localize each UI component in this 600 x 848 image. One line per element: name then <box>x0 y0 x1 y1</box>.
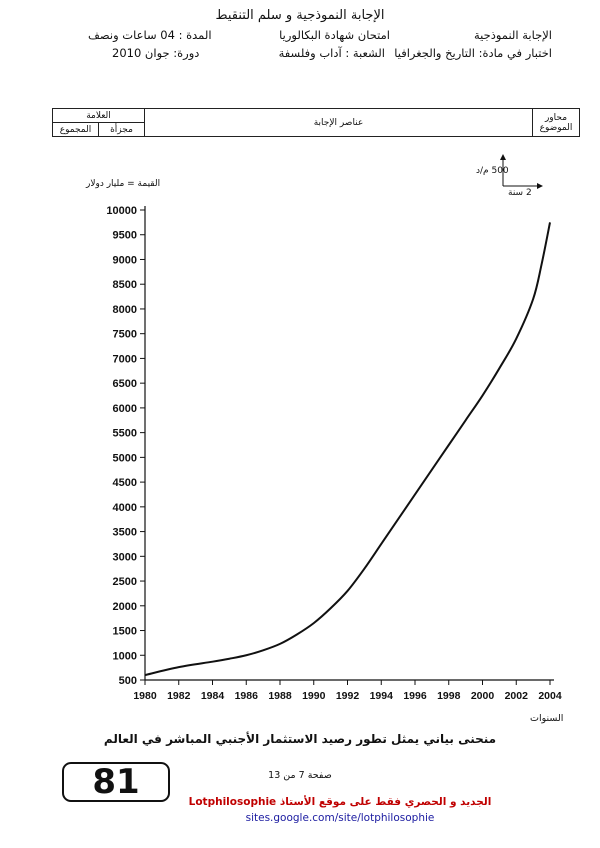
x-tick-label: 1982 <box>167 690 191 702</box>
y-tick-label: 8000 <box>113 304 137 316</box>
total-header: المجموع <box>52 122 99 137</box>
x-tick-label: 1996 <box>403 690 427 702</box>
answer-elements-header: عناصر الإجابة <box>144 108 533 137</box>
y-tick-label: 7500 <box>113 329 137 341</box>
header-answer-label: الإجابة النموذجية <box>473 28 552 42</box>
scale-key <box>500 154 543 189</box>
y-tick-label: 5000 <box>113 452 137 464</box>
mark-header: العلامة <box>52 108 145 123</box>
y-tick-label: 7000 <box>113 353 137 365</box>
header-duration-label: المدة : 04 ساعات ونصف <box>88 28 212 42</box>
x-tick-label: 1994 <box>370 690 394 702</box>
header-exam-label: امتحان شهادة البكالوريا <box>279 28 390 42</box>
x-tick-label: 1986 <box>235 690 259 702</box>
y-tick-label: 500 <box>119 675 137 687</box>
y-tick-label: 9000 <box>113 254 137 266</box>
x-tick-label: 1998 <box>437 690 461 702</box>
header-session-label: دورة: جوان 2010 <box>112 46 200 60</box>
y-tick-label: 2500 <box>113 576 137 588</box>
header-branch-label: الشعبة : آداب وفلسفة <box>278 46 385 60</box>
page-title: الإجابة النموذجية و سلم التنقيط <box>215 8 385 23</box>
y-tick-label: 2000 <box>113 601 137 613</box>
y-tick-label: 1000 <box>113 650 137 662</box>
x-tick-label: 2004 <box>538 690 562 702</box>
y-tick-label: 4500 <box>113 477 137 489</box>
x-tick-label: 1984 <box>201 690 225 702</box>
y-tick-label: 6500 <box>113 378 137 390</box>
y-tick-label: 3000 <box>113 551 137 563</box>
page-number-box: 81 <box>62 762 170 802</box>
x-tick-label: 1990 <box>302 690 326 702</box>
y-tick-label: 9500 <box>113 230 137 242</box>
chart-caption: منحنى بياني يمثل تطور رصيد الاستثمار الأ… <box>103 732 497 746</box>
y-tick-label: 8500 <box>113 279 137 291</box>
grading-table: العلامة عناصر الإجابة محاور الموضوع المج… <box>52 108 580 137</box>
x-tick-label: 2000 <box>471 690 495 702</box>
site-url[interactable]: sites.google.com/site/lotphilosophie <box>245 812 435 824</box>
y-tick-label: 6000 <box>113 403 137 415</box>
x-tick-label: 1980 <box>133 690 157 702</box>
partial-header: مجزأة <box>98 122 145 137</box>
line-chart: 500 1000 1500 2000 2500 3000 3500 4000 4500 5000 5… <box>106 205 562 702</box>
header-subject-label: اختبار في مادة: التاريخ والجغرافيا <box>394 46 552 60</box>
scale-key-y-label: 500 م/د <box>476 166 509 176</box>
scale-key-x-label: 2 سنة <box>508 188 532 198</box>
x-axis-label: السنوات <box>530 713 564 724</box>
y-tick-label: 1500 <box>113 626 137 638</box>
axes-header: محاور الموضوع <box>532 108 580 137</box>
scale-key-up-arrow <box>500 154 506 160</box>
y-tick-label: 4000 <box>113 502 137 514</box>
y-tick-label: 10000 <box>106 205 137 217</box>
series-line <box>144 222 551 677</box>
x-tick-label: 1988 <box>268 690 292 702</box>
x-tick-label: 1992 <box>336 690 360 702</box>
y-tick-label: 3500 <box>113 527 137 539</box>
x-tick-label: 2002 <box>505 690 529 702</box>
y-axis-label: القيمة = مليار دولار <box>86 179 161 189</box>
scale-key-right-arrow <box>537 183 543 189</box>
y-tick-label: 5500 <box>113 428 137 440</box>
page-info: صفحة 7 من 13 <box>268 770 332 781</box>
promo-text: الجديد و الحصري فقط على موقع الأستاذ Lot… <box>188 796 492 808</box>
